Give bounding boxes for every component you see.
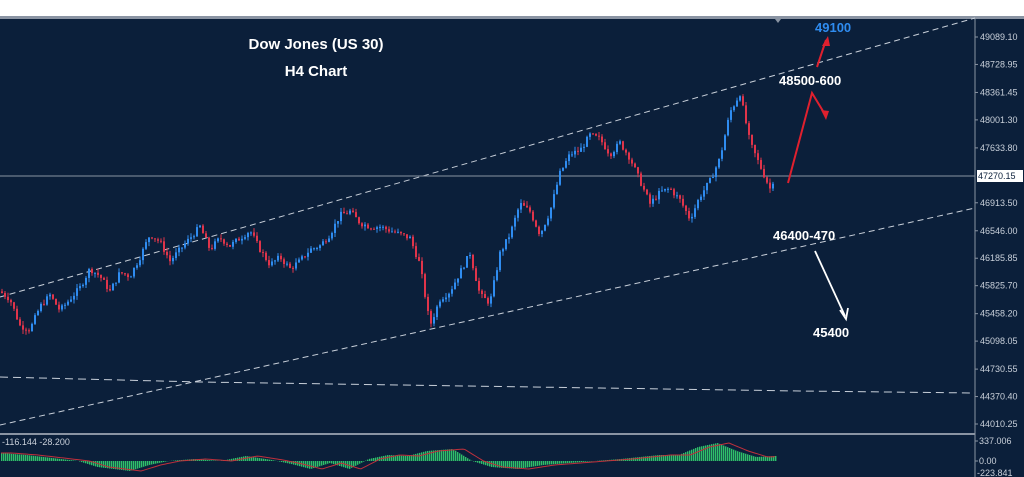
price-tick: 48361.45 [980,87,1018,97]
price-tick: 46546.00 [980,226,1018,236]
macd-tick-zero: 0.00 [979,456,997,466]
resistance-label: 48500-600 [779,73,842,88]
price-axis: 49089.10 48728.95 48361.45 48001.30 47633.80… [975,32,1018,429]
channel-upper-line [0,17,976,298]
channel-lower-line [0,207,976,426]
price-tick: 48001.30 [980,115,1018,125]
price-tick: 47633.80 [980,143,1018,153]
price-tick: 48728.95 [980,59,1018,69]
chart-title: Dow Jones (US 30) [248,36,384,53]
price-tick: 45458.20 [980,309,1018,319]
price-tick: 45098.05 [980,336,1018,346]
macd-tick-min: -223.841 [977,468,1013,477]
macd-values-label: -116.144 -28.200 [2,437,70,447]
price-tick: 44010.25 [980,419,1018,429]
target-up-label: 49100 [815,20,852,35]
horizontal-support-line [0,376,976,394]
price-tick: 45825.70 [980,281,1018,291]
price-tick: 44370.40 [980,392,1018,402]
macd-axis: 337.006 0.00 -223.841 [975,436,1013,477]
bearish-scenario-arrow [814,250,849,322]
price-tick: 49089.10 [980,32,1018,42]
support-label: 46400-470 [773,228,836,243]
chart-shift-marker-icon[interactable] [775,19,781,23]
macd-indicator [1,442,777,472]
chart-subtitle: H4 Chart [284,63,348,80]
chart-window [0,16,1024,477]
target-down-label: 45400 [813,325,850,340]
price-tick: 46913.50 [980,198,1018,208]
macd-tick-max: 337.006 [979,436,1012,446]
current-price-label: 47270.15 [977,170,1023,182]
candlestick-series [1,94,774,335]
price-tick: 44730.55 [980,364,1018,374]
bullish-scenario-arrow [787,36,830,184]
window-top-border [0,16,1024,19]
price-tick: 46185.85 [980,253,1018,263]
